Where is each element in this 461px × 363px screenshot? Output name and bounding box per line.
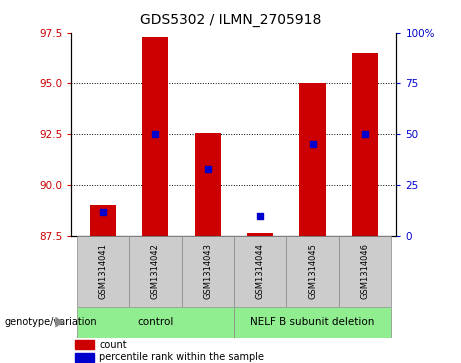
Point (309, 142, 316, 147)
Point (152, 131, 159, 137)
Text: GSM1314041: GSM1314041 (98, 244, 107, 299)
Text: NELF B subunit deletion: NELF B subunit deletion (250, 317, 375, 327)
Bar (75, 353, 94, 362)
Bar (195, 133, 221, 236)
Text: GSM1314046: GSM1314046 (361, 243, 370, 299)
FancyBboxPatch shape (286, 236, 339, 307)
Bar (90, 205, 116, 236)
Bar (75, 340, 94, 349)
FancyBboxPatch shape (129, 236, 182, 307)
Bar (352, 53, 378, 236)
Text: GSM1314043: GSM1314043 (203, 243, 212, 299)
FancyBboxPatch shape (77, 307, 234, 338)
FancyBboxPatch shape (339, 236, 391, 307)
Text: GSM1314042: GSM1314042 (151, 244, 160, 299)
FancyBboxPatch shape (234, 236, 286, 307)
Bar (300, 83, 325, 236)
Point (256, 213, 264, 219)
Text: percentile rank within the sample: percentile rank within the sample (99, 352, 264, 362)
Bar (142, 37, 168, 236)
Text: count: count (99, 340, 127, 350)
Text: GDS5302 / ILMN_2705918: GDS5302 / ILMN_2705918 (140, 13, 321, 27)
Text: GSM1314045: GSM1314045 (308, 244, 317, 299)
Point (99, 209, 106, 215)
Point (204, 166, 212, 172)
FancyBboxPatch shape (77, 236, 129, 307)
Text: GSM1314044: GSM1314044 (256, 244, 265, 299)
Text: control: control (137, 317, 173, 327)
Text: genotype/variation: genotype/variation (5, 317, 97, 327)
FancyBboxPatch shape (182, 236, 234, 307)
FancyBboxPatch shape (234, 307, 391, 338)
Point (361, 131, 369, 137)
Bar (247, 233, 273, 236)
